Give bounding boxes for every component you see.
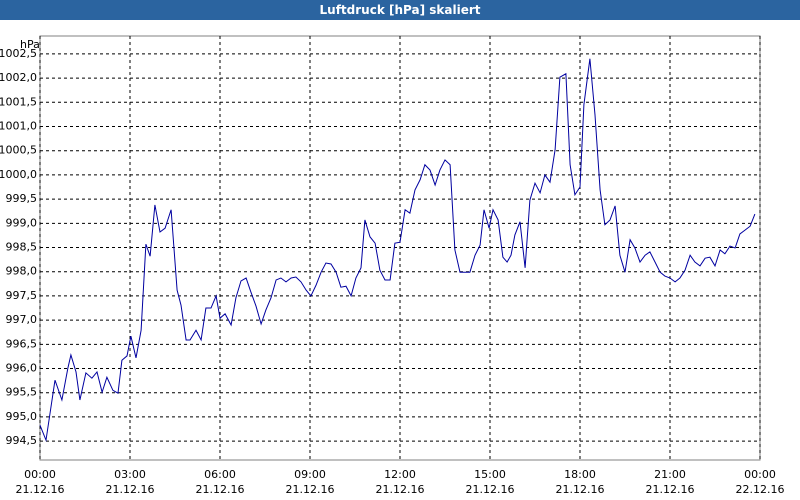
- x-tick-date: 21.12.16: [286, 483, 335, 496]
- x-tick-label: 21:00: [654, 468, 686, 481]
- y-tick-label: 999,0: [6, 216, 38, 229]
- x-tick-label: 12:00: [384, 468, 416, 481]
- y-tick-label: 1001,0: [0, 120, 37, 133]
- y-tick-label: 994,5: [6, 434, 38, 447]
- y-tick-label: 998,0: [6, 265, 38, 278]
- y-tick-label: 1000,0: [0, 168, 37, 181]
- x-tick-label: 09:00: [294, 468, 326, 481]
- x-tick-date: 21.12.16: [556, 483, 605, 496]
- y-tick-label: 1001,5: [0, 95, 37, 108]
- y-tick-label: 996,0: [6, 362, 38, 375]
- x-tick-label: 03:00: [114, 468, 146, 481]
- y-tick-label: 999,5: [6, 192, 38, 205]
- x-tick-date: 22.12.16: [736, 483, 785, 496]
- y-tick-label: 996,5: [6, 337, 38, 350]
- x-tick-date: 21.12.16: [376, 483, 425, 496]
- y-tick-label: 995,5: [6, 386, 38, 399]
- x-tick-date: 21.12.16: [196, 483, 245, 496]
- y-tick-label: 997,0: [6, 313, 38, 326]
- data-line: [39, 58, 756, 443]
- y-axis-label: hPa: [20, 38, 40, 51]
- x-tick-date: 21.12.16: [466, 483, 515, 496]
- x-tick-date: 21.12.16: [106, 483, 155, 496]
- y-tick-label: 995,0: [6, 410, 38, 423]
- y-tick-label: 998,5: [6, 241, 38, 254]
- y-tick-label: 1002,0: [0, 71, 37, 84]
- title-bar: Luftdruck [hPa] skaliert: [0, 0, 800, 20]
- x-tick-date: 21.12.16: [646, 483, 695, 496]
- y-tick-label: 997,5: [6, 289, 38, 302]
- y-tick-label: 1002,5: [0, 47, 37, 60]
- x-tick-label: 18:00: [564, 468, 596, 481]
- x-tick-label: 06:00: [204, 468, 236, 481]
- y-tick-label: 1000,5: [0, 144, 37, 157]
- x-tick-label: 00:00: [24, 468, 56, 481]
- x-tick-label: 00:00: [744, 468, 776, 481]
- x-tick-label: 15:00: [474, 468, 506, 481]
- x-tick-date: 21.12.16: [16, 483, 65, 496]
